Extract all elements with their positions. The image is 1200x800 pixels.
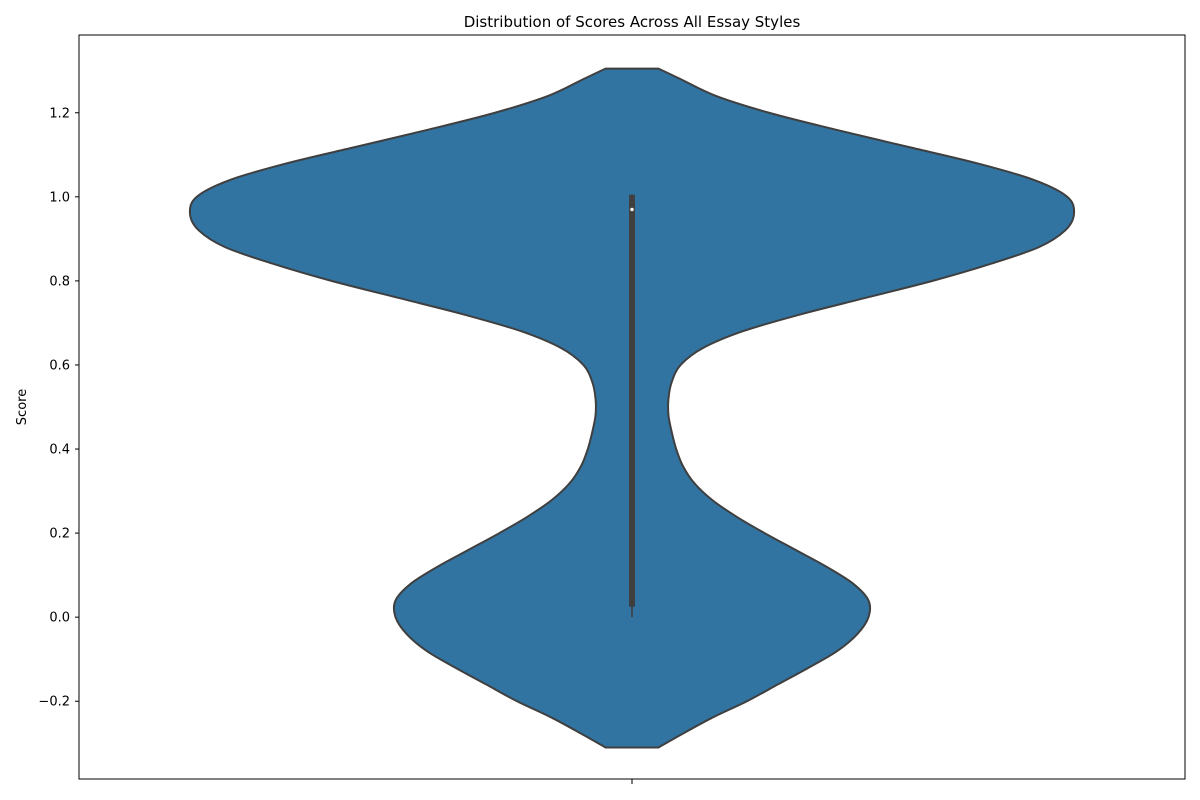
plot-area [188,67,1076,749]
y-tick-label: 0.4 [49,443,70,458]
violin-iqr-box-0 [629,194,635,607]
violin-median-point-0 [630,207,634,212]
y-tick-label: 1.2 [49,106,70,121]
y-axis-label: Score [15,389,30,425]
y-tick-label: 0.0 [49,611,70,626]
y-tick-label: 0.8 [49,274,70,289]
y-tick-label: 0.6 [49,358,70,373]
chart-title: Distribution of Scores Across All Essay … [464,13,801,31]
y-tick-label: 1.0 [49,190,70,205]
y-axis: −0.2 0.0 0.2 0.4 0.6 0.8 1.0 1.2 [38,106,79,710]
y-tick-label: −0.2 [38,695,70,710]
y-tick-label: 0.2 [49,527,70,542]
